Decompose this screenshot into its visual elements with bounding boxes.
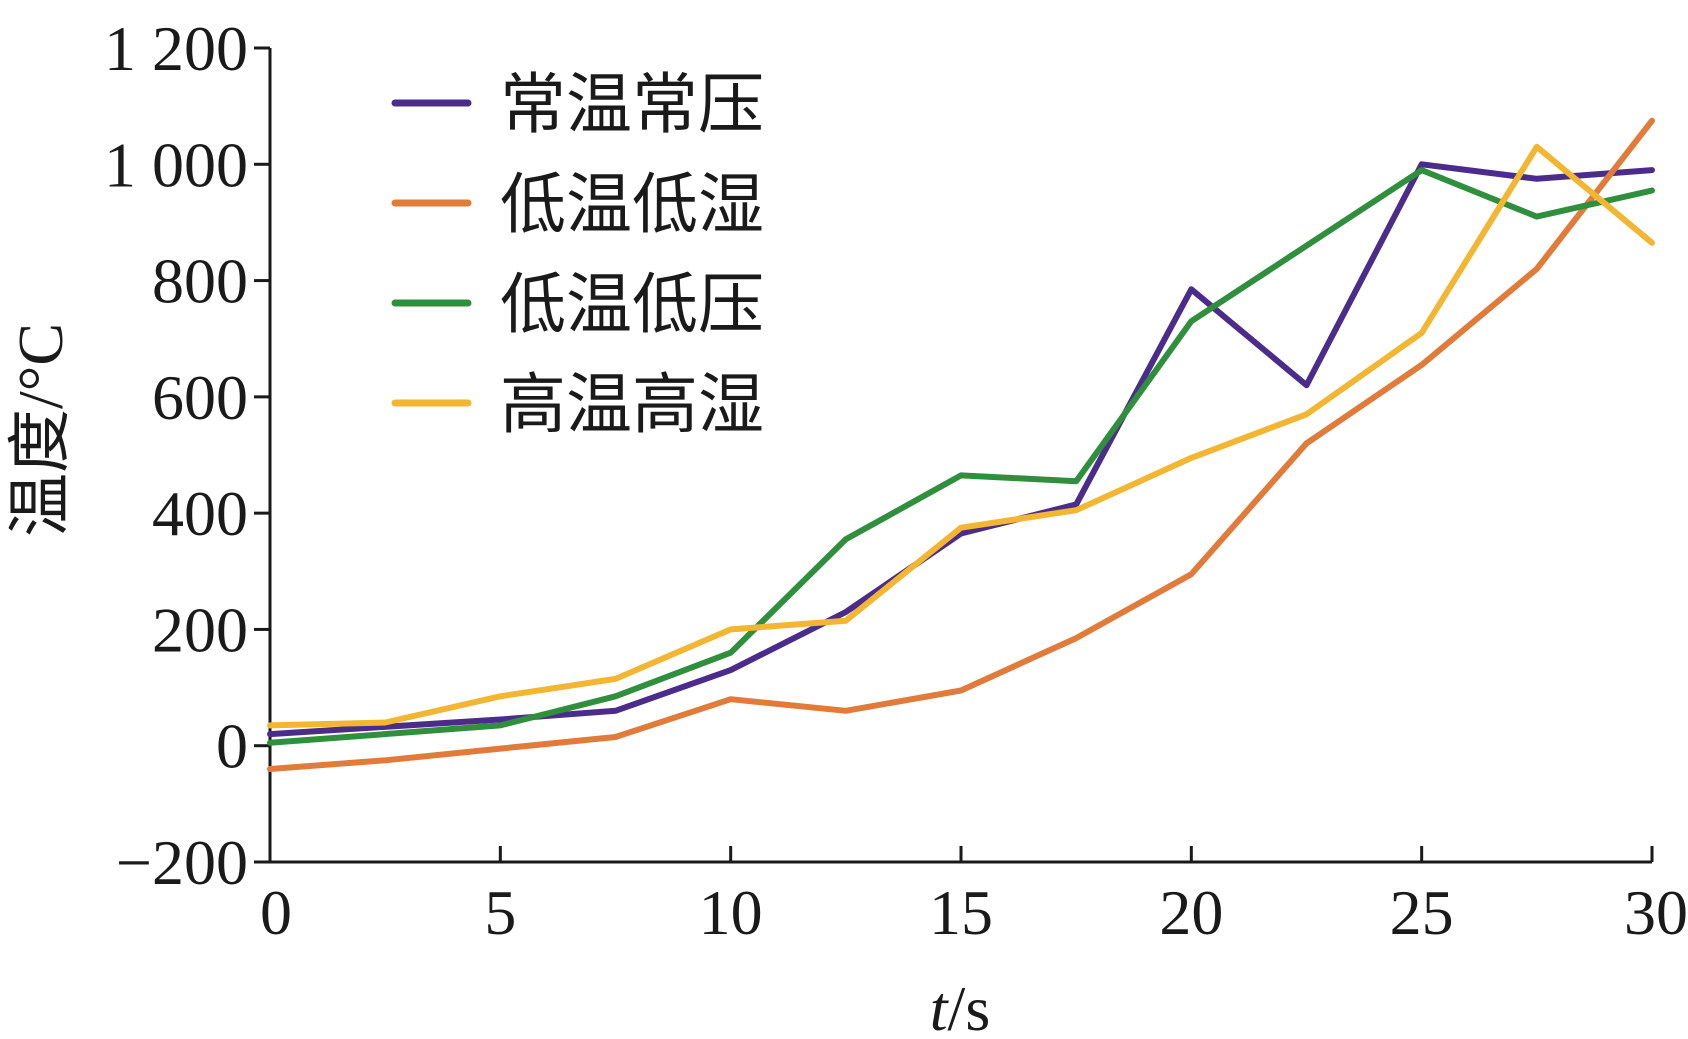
- x-axis-title: t/s: [930, 973, 990, 1039]
- y-tick-label: 200: [152, 594, 248, 665]
- x-tick-label: 25: [1390, 877, 1454, 948]
- y-tick-label: −200: [116, 827, 248, 898]
- series-line-1: [267, 161, 1655, 738]
- y-tick-label: 400: [152, 478, 248, 549]
- x-tick-label: 15: [929, 877, 993, 948]
- series-line-2: [267, 117, 1655, 772]
- x-axis-title-unit: /s: [948, 973, 991, 1039]
- series-line-3: [267, 167, 1655, 746]
- legend-label-4: 高温高湿: [500, 366, 764, 443]
- x-tick-label: 20: [1159, 877, 1223, 948]
- x-axis-title-variable: t: [930, 973, 950, 1039]
- y-tick-label: 800: [152, 246, 248, 317]
- x-tick-label: 0: [260, 877, 292, 948]
- y-tick-label: 1 200: [104, 13, 248, 84]
- x-tick-label: 5: [484, 877, 516, 948]
- y-ticks: −200 0 200 400 600 800 1 000 1 200: [104, 13, 270, 898]
- y-axis-title: 温度/°C: [5, 323, 76, 537]
- y-tick-label: 1 000: [104, 129, 248, 200]
- legend-label-2: 低温低湿: [500, 166, 764, 243]
- x-tick-label: 10: [699, 877, 763, 948]
- series-line-4: [267, 143, 1655, 729]
- x-tick-label: 30: [1624, 877, 1688, 948]
- series-group: [267, 117, 1655, 772]
- legend-label-3: 低温低压: [500, 266, 764, 343]
- x-ticks: 0 5 10 15 20 25 30: [260, 846, 1688, 948]
- y-tick-label: 0: [216, 711, 248, 782]
- y-tick-label: 600: [152, 362, 248, 433]
- legend-label-1: 常温常压: [500, 66, 764, 143]
